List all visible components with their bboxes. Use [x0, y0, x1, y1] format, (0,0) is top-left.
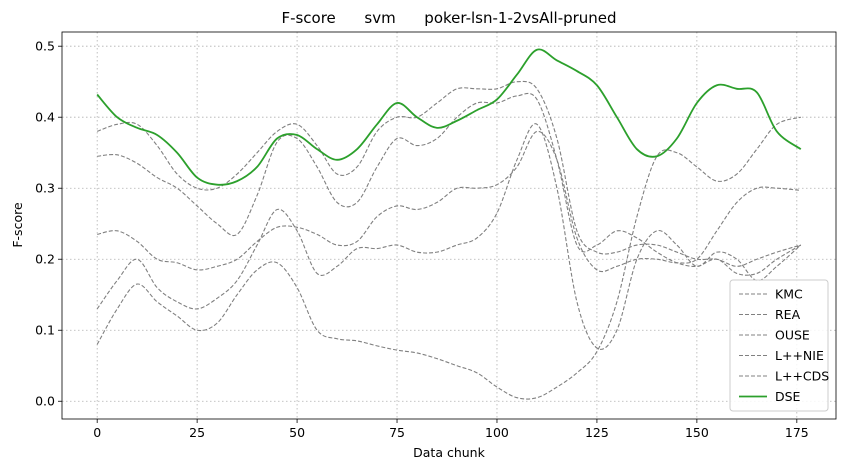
legend-box: [729, 279, 829, 412]
legend-label: KMC: [775, 287, 803, 302]
plot-frame: [61, 31, 837, 420]
series-line-l-nie: [96, 123, 802, 350]
legend-label: REA: [775, 307, 801, 322]
x-tick-label: 50: [289, 425, 305, 440]
y-tick-label: 0.4: [35, 110, 55, 125]
y-tick-label: 0.2: [35, 252, 55, 267]
legend-label: L++NIE: [775, 348, 824, 363]
series-line-dse: [96, 48, 802, 186]
x-tick-label: 175: [785, 425, 809, 440]
legend-label: L++CDS: [775, 369, 829, 384]
axis-ticks: 0 25 50 75 100 125 150 175 0.0 0.1 0.2 0.3 0.4 0.5: [35, 39, 809, 440]
y-tick-label: 0.1: [35, 323, 55, 338]
chart-title: F-score svm poker-lsn-1-2vsAll-pruned: [281, 9, 616, 27]
legend-label: DSE: [775, 389, 801, 404]
legend-label: OUSE: [775, 328, 810, 343]
y-tick-label: 0.5: [35, 39, 55, 54]
series-line-kmc: [96, 80, 801, 267]
series-line-l-cds: [96, 116, 801, 400]
y-axis-label: F-score: [10, 202, 25, 248]
series-lines: [96, 48, 802, 400]
x-tick-label: 125: [585, 425, 609, 440]
x-tick-label: 25: [189, 425, 205, 440]
x-axis-label: Data chunk: [413, 445, 485, 460]
series-line-ouse: [97, 130, 801, 273]
x-tick-label: 75: [389, 425, 405, 440]
x-tick-label: 100: [485, 425, 509, 440]
y-tick-label: 0.3: [35, 181, 55, 196]
x-tick-label: 0: [93, 425, 101, 440]
y-tick-label: 0.0: [35, 394, 55, 409]
legend: KMC REA OUSE L++NIE L++CDS DSE: [729, 279, 829, 412]
x-tick-label: 150: [685, 425, 709, 440]
